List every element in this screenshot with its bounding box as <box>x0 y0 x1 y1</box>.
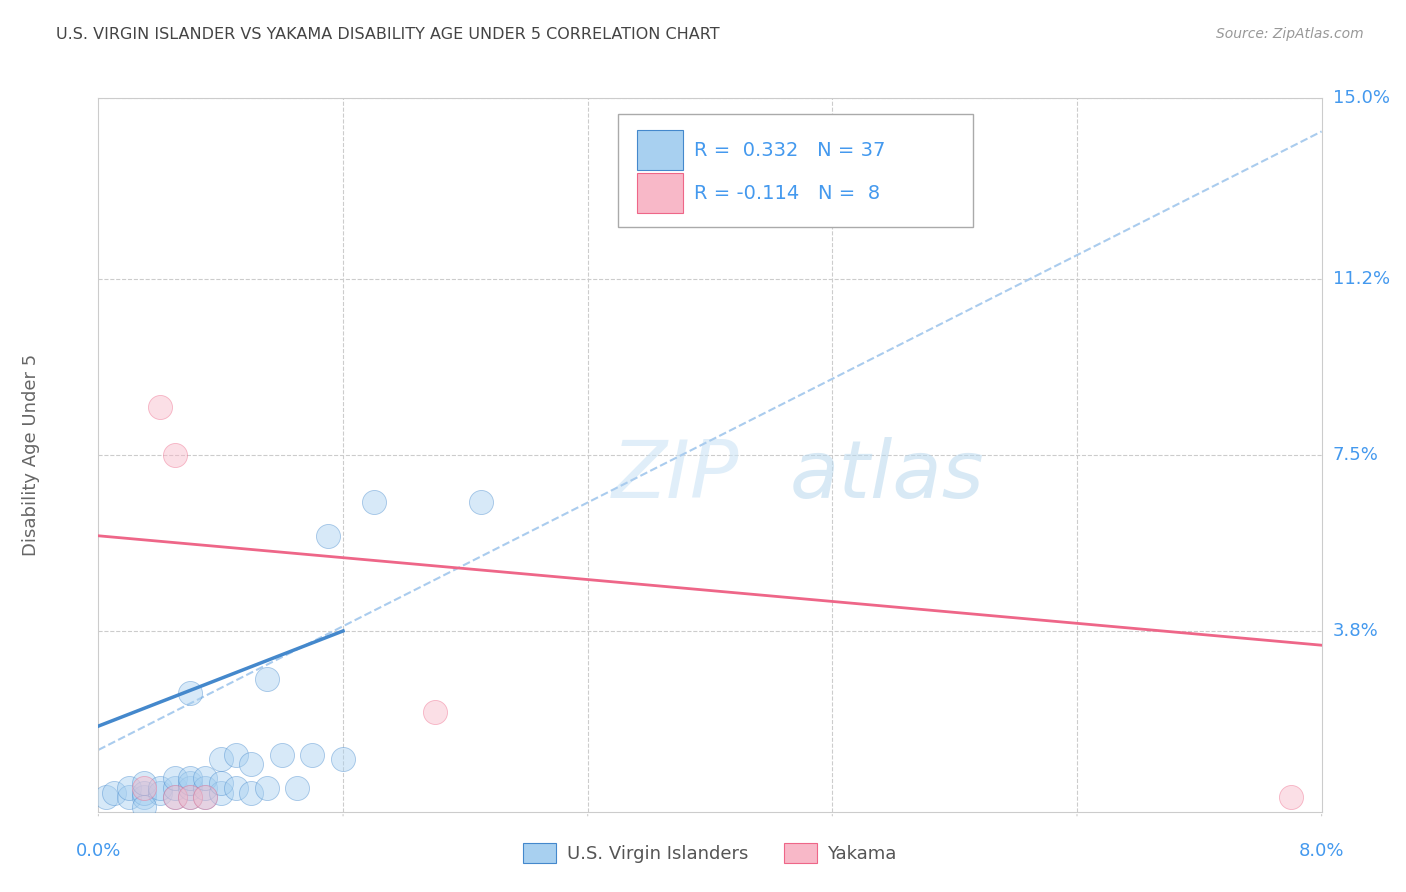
Text: 7.5%: 7.5% <box>1333 446 1379 464</box>
Point <box>194 780 217 795</box>
Text: Disability Age Under 5: Disability Age Under 5 <box>22 354 41 556</box>
Point <box>149 786 172 800</box>
Point <box>240 757 263 772</box>
Point <box>316 529 339 543</box>
Text: ZIP: ZIP <box>612 437 740 516</box>
Point <box>270 747 294 762</box>
Point <box>134 786 156 800</box>
Text: 0.0%: 0.0% <box>76 842 121 860</box>
FancyBboxPatch shape <box>619 114 973 227</box>
Point <box>134 790 156 805</box>
Point <box>134 776 156 790</box>
Point <box>149 780 172 795</box>
Point <box>118 790 141 805</box>
Point <box>163 790 186 805</box>
Point <box>240 786 263 800</box>
Point <box>179 780 201 795</box>
Text: 11.2%: 11.2% <box>1333 270 1391 288</box>
Point <box>209 786 232 800</box>
Point <box>149 401 172 415</box>
Point <box>163 780 186 795</box>
Legend: U.S. Virgin Islanders, Yakama: U.S. Virgin Islanders, Yakama <box>516 836 904 871</box>
Point <box>179 790 201 805</box>
Text: 15.0%: 15.0% <box>1333 89 1389 107</box>
Point <box>194 790 217 805</box>
Point <box>285 780 308 795</box>
Point <box>1279 790 1302 805</box>
Point <box>163 790 186 805</box>
Text: Source: ZipAtlas.com: Source: ZipAtlas.com <box>1216 27 1364 41</box>
Point <box>209 752 232 766</box>
Point <box>256 672 278 686</box>
Point <box>301 747 323 762</box>
Point <box>94 790 117 805</box>
Point <box>118 780 141 795</box>
Point <box>363 495 385 509</box>
Point <box>163 772 186 786</box>
Text: 3.8%: 3.8% <box>1333 622 1378 640</box>
Point <box>163 448 186 462</box>
Point <box>225 780 247 795</box>
Point <box>179 772 201 786</box>
Point <box>470 495 492 509</box>
Point <box>194 790 217 805</box>
Text: U.S. VIRGIN ISLANDER VS YAKAMA DISABILITY AGE UNDER 5 CORRELATION CHART: U.S. VIRGIN ISLANDER VS YAKAMA DISABILIT… <box>56 27 720 42</box>
Text: R = -0.114   N =  8: R = -0.114 N = 8 <box>695 184 880 202</box>
Text: atlas: atlas <box>790 437 984 516</box>
Point <box>179 790 201 805</box>
Text: 8.0%: 8.0% <box>1299 842 1344 860</box>
Point <box>423 705 446 719</box>
Point <box>209 776 232 790</box>
Point <box>332 752 354 766</box>
Point <box>194 772 217 786</box>
Point <box>179 776 201 790</box>
Point <box>134 800 156 814</box>
Point <box>225 747 247 762</box>
FancyBboxPatch shape <box>637 130 683 170</box>
Point <box>134 780 156 795</box>
Point <box>179 686 201 700</box>
Point <box>103 786 125 800</box>
Text: R =  0.332   N = 37: R = 0.332 N = 37 <box>695 141 886 160</box>
FancyBboxPatch shape <box>637 173 683 213</box>
Point <box>256 780 278 795</box>
